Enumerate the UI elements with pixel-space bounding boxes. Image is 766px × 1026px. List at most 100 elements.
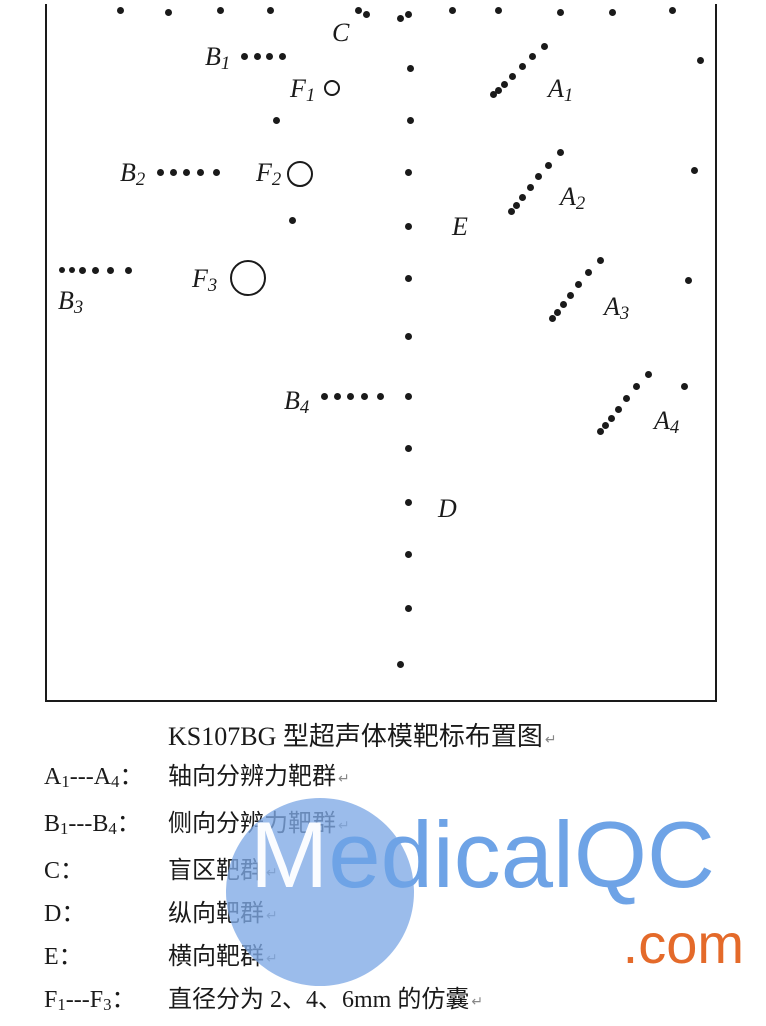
return-mark-icon: ↵: [338, 804, 350, 846]
target-dot: [691, 167, 698, 174]
return-mark-icon: ↵: [338, 757, 350, 799]
target-dot: [405, 605, 412, 612]
target-dot: [685, 277, 692, 284]
label-F2: F2: [256, 158, 281, 191]
target-dot: [608, 415, 615, 422]
target-dot: [241, 53, 248, 60]
label-A4: A4: [654, 406, 679, 439]
label-B2: B2: [120, 158, 145, 191]
return-mark-icon: ↵: [266, 937, 278, 979]
target-dot: [405, 499, 412, 506]
label-A1: A1: [548, 74, 573, 107]
target-dot: [267, 7, 274, 14]
target-dot: [490, 91, 497, 98]
target-dot: [623, 395, 630, 402]
target-dot: [541, 43, 548, 50]
target-dot: [397, 661, 404, 668]
target-dot: [69, 267, 75, 273]
target-dot: [405, 393, 412, 400]
label-F3: F3: [192, 264, 217, 297]
target-dot: [508, 208, 515, 215]
target-dot: [117, 7, 124, 14]
target-dot: [585, 269, 592, 276]
label-B1: B1: [205, 42, 230, 75]
target-dot: [557, 149, 564, 156]
label-B3: B3: [58, 286, 83, 319]
target-dot: [405, 169, 412, 176]
target-dot: [59, 267, 65, 273]
target-dot: [355, 7, 362, 14]
target-dot: [529, 53, 536, 60]
target-dot: [609, 9, 616, 16]
return-mark-icon: ↵: [545, 731, 557, 748]
target-dot: [669, 7, 676, 14]
legend-key: E：: [44, 936, 168, 978]
label-B4: B4: [284, 386, 309, 419]
label-D: D: [438, 494, 457, 524]
target-dot: [557, 9, 564, 16]
target-dot: [405, 445, 412, 452]
return-mark-icon: ↵: [266, 851, 278, 893]
target-dot: [405, 223, 412, 230]
legend-desc: 直径分为 2、4、6mm 的仿囊↵: [168, 979, 483, 1022]
label-C: C: [332, 18, 349, 48]
target-dot: [273, 117, 280, 124]
return-mark-icon: ↵: [471, 980, 483, 1022]
target-dot: [549, 315, 556, 322]
target-dot: [397, 15, 404, 22]
legend-table: A1---A4：轴向分辨力靶群↵B1---B4：侧向分辨力靶群↵C：盲区靶群↵D…: [44, 756, 483, 1026]
target-dot: [449, 7, 456, 14]
target-dot: [405, 275, 412, 282]
target-dot: [575, 281, 582, 288]
cyst-circle-F3c: [230, 260, 266, 296]
target-dot: [545, 162, 552, 169]
diagram-frame: [45, 4, 717, 702]
label-F1: F1: [290, 74, 315, 107]
target-dot: [495, 7, 502, 14]
target-dot: [217, 7, 224, 14]
target-dot: [321, 393, 328, 400]
legend-row: E：横向靶群↵: [44, 936, 483, 979]
legend-row: F1---F3：直径分为 2、4、6mm 的仿囊↵: [44, 979, 483, 1026]
watermark-com: .com: [623, 916, 744, 972]
target-dot: [377, 393, 384, 400]
target-dot: [535, 173, 542, 180]
target-dot: [107, 267, 114, 274]
legend-desc: 盲区靶群↵: [168, 850, 278, 893]
target-dot: [405, 11, 412, 18]
target-dot: [407, 65, 414, 72]
target-dot: [363, 11, 370, 18]
target-dot: [289, 217, 296, 224]
target-dot: [197, 169, 204, 176]
legend-desc: 侧向分辨力靶群↵: [168, 803, 350, 846]
legend-key: A1---A4：: [44, 756, 168, 803]
target-dot: [519, 63, 526, 70]
target-dot: [513, 202, 520, 209]
target-dot: [170, 169, 177, 176]
legend-desc: 横向靶群↵: [168, 936, 278, 979]
target-dot: [633, 383, 640, 390]
legend-key: C：: [44, 850, 168, 892]
target-dot: [554, 309, 561, 316]
target-dot: [125, 267, 132, 274]
label-E: E: [452, 212, 468, 242]
target-dot: [254, 53, 261, 60]
target-dot: [597, 428, 604, 435]
target-dot: [501, 81, 508, 88]
target-dot: [697, 57, 704, 64]
legend-desc: 纵向靶群↵: [168, 893, 278, 936]
target-dot: [527, 184, 534, 191]
legend-row: A1---A4：轴向分辨力靶群↵: [44, 756, 483, 803]
target-dot: [645, 371, 652, 378]
target-dot: [405, 333, 412, 340]
target-dot: [567, 292, 574, 299]
target-dot: [560, 301, 567, 308]
return-mark-icon: ↵: [266, 894, 278, 936]
legend-row: D：纵向靶群↵: [44, 893, 483, 936]
legend-key: F1---F3：: [44, 979, 168, 1026]
target-dot: [519, 194, 526, 201]
target-dot: [279, 53, 286, 60]
target-dot: [405, 551, 412, 558]
target-dot: [266, 53, 273, 60]
target-dot: [183, 169, 190, 176]
